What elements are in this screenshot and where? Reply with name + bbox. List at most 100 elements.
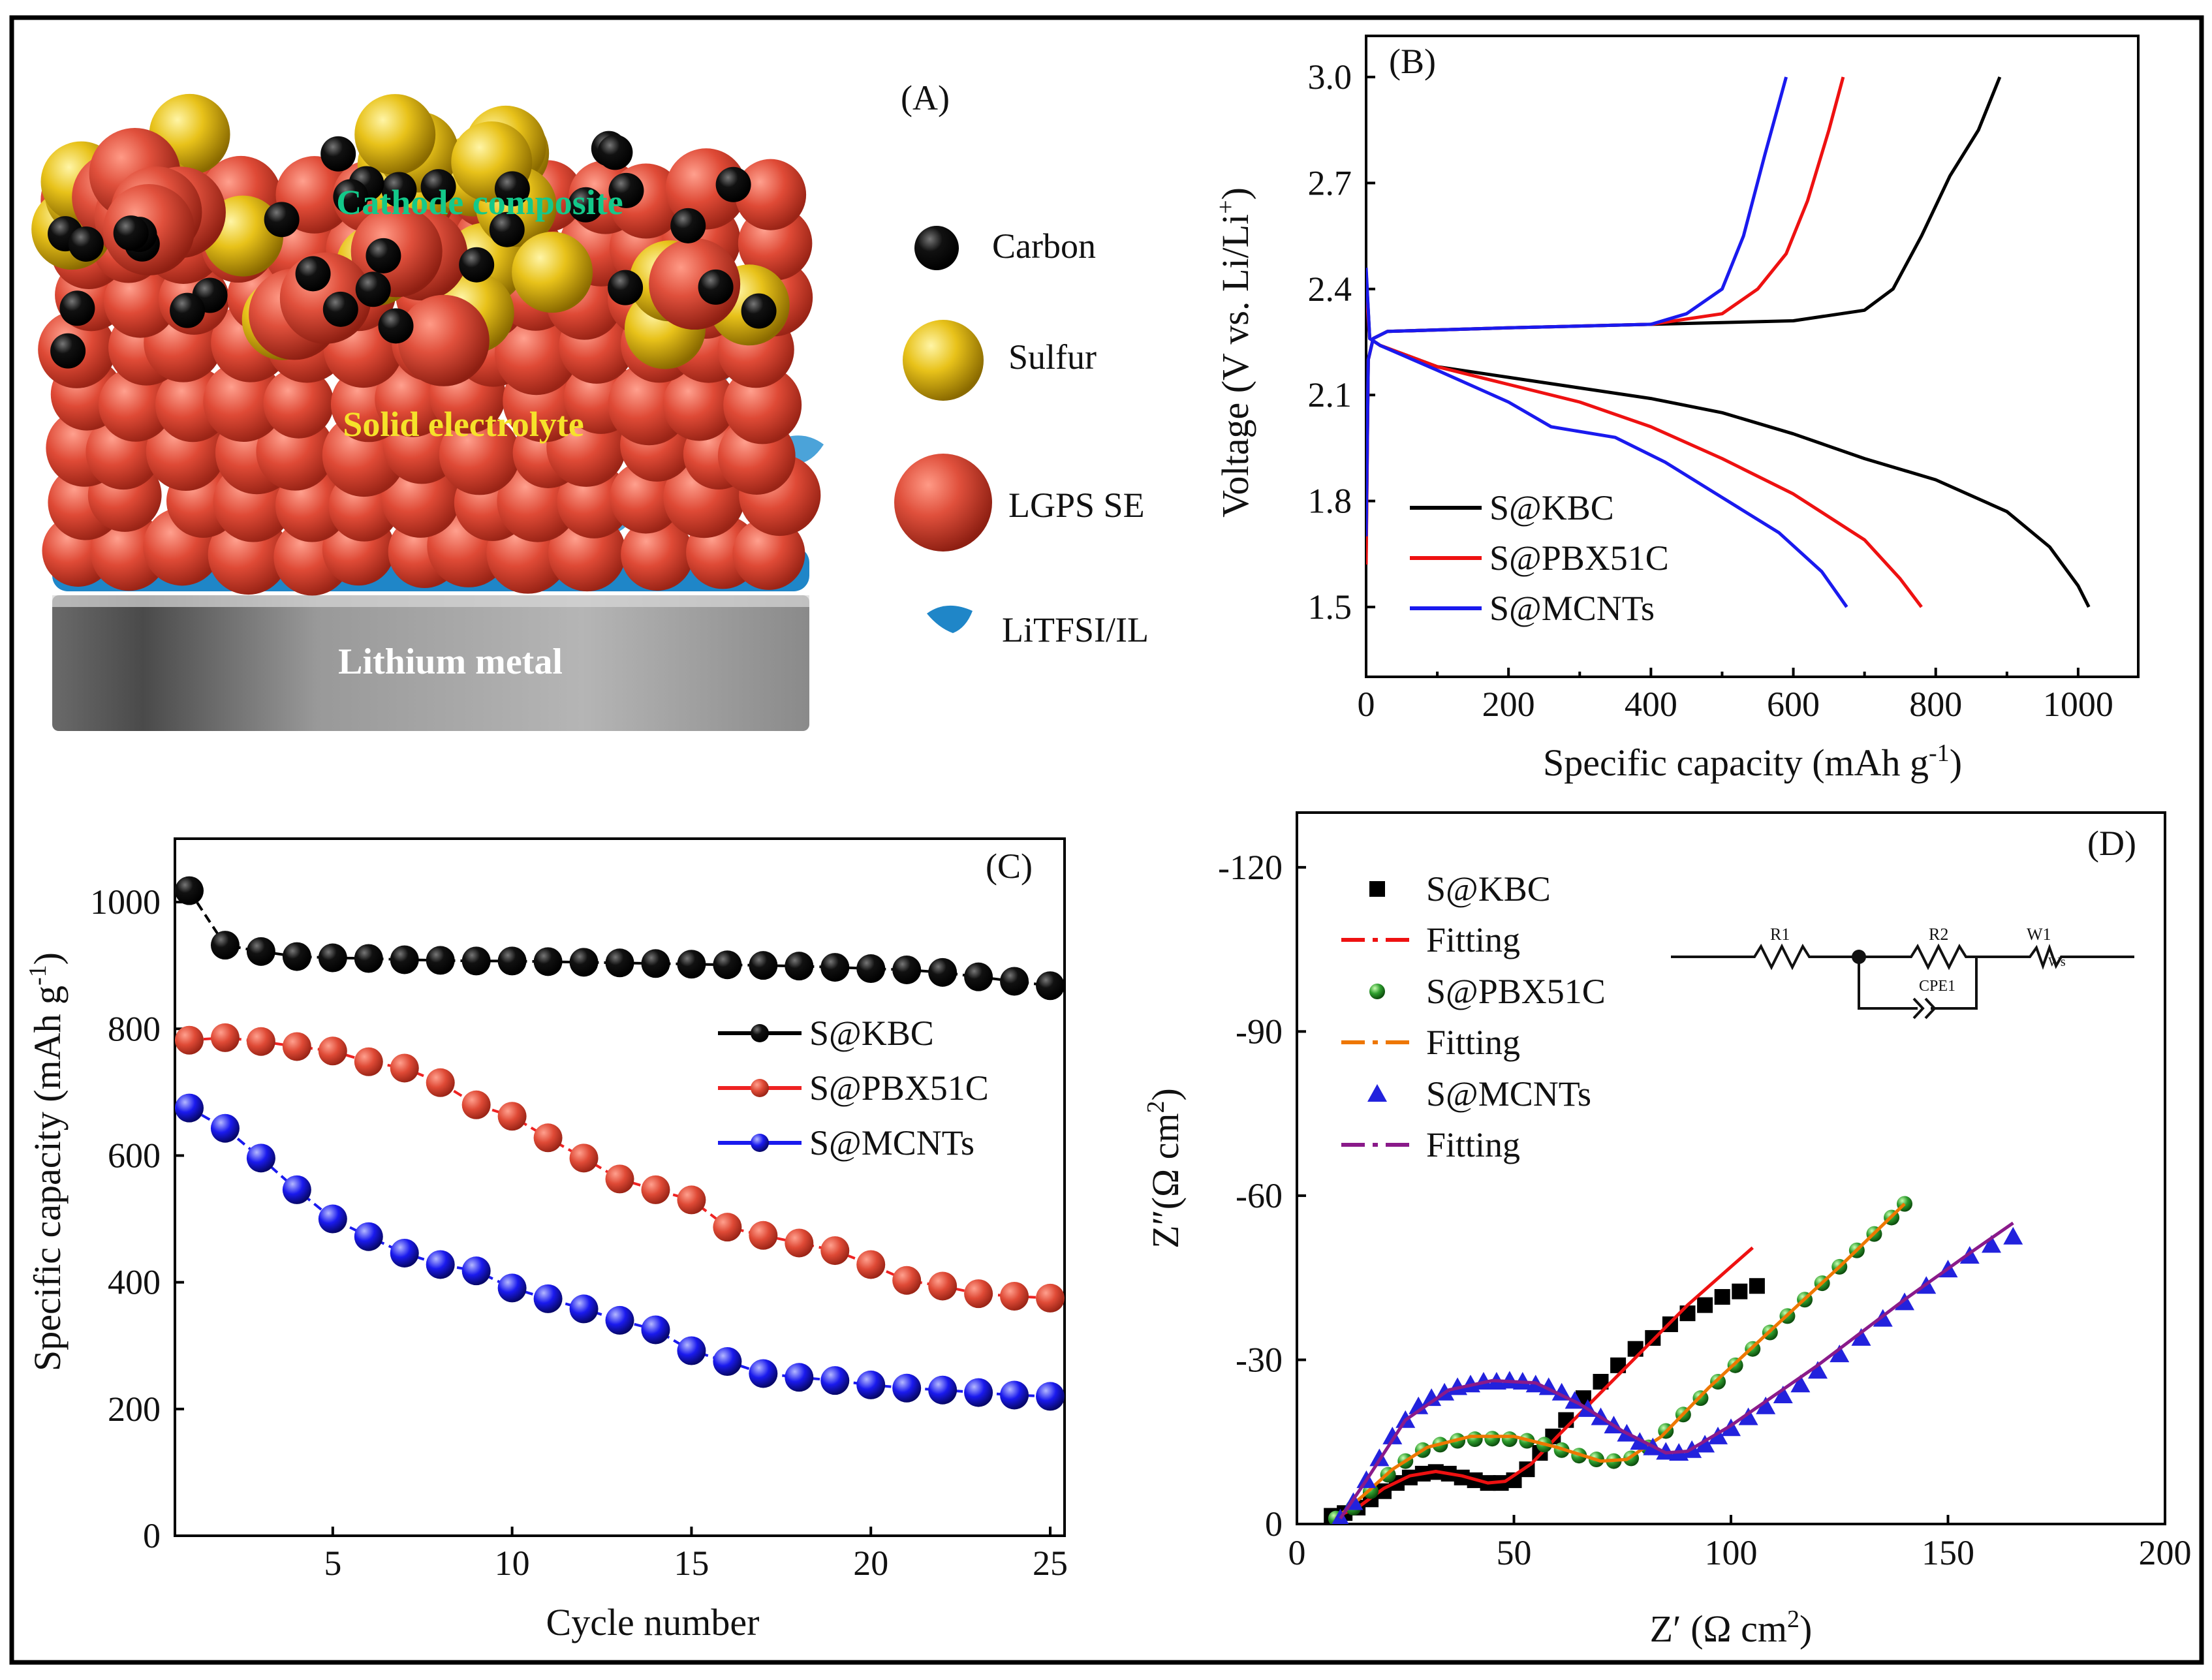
- carbon-particle: [489, 211, 525, 247]
- panel-d-legend-marker: [1367, 1084, 1387, 1102]
- panel-c-y-tick-label: 0: [143, 1516, 161, 1555]
- panel-c-s-pbx51c-point: [210, 1023, 240, 1052]
- cpe-symbol: [1912, 997, 1937, 1019]
- panel-d-y-axis-title: Z″(Ω cm2): [1142, 1088, 1187, 1249]
- panel-c-s-pbx51c-point: [713, 1213, 742, 1242]
- panel-b-legend: S@KBC S@PBX51C S@MCNTs: [1410, 488, 1669, 628]
- panel-d-s-mcnts-point: [1382, 1426, 1403, 1444]
- panel-b-x-tick-label: 200: [1482, 685, 1535, 724]
- panel-c-s-kbc-point: [426, 946, 455, 975]
- panel-c-legend-label: S@KBC: [809, 1014, 934, 1053]
- carbon-particle: [355, 272, 391, 307]
- carbon-particle: [698, 269, 734, 305]
- panel-c-y-tick-label: 800: [108, 1009, 161, 1048]
- carbon-particle: [608, 172, 644, 208]
- panel-c-s-kbc-point: [1036, 971, 1065, 1001]
- panel-c-s-mcnts-point: [282, 1175, 311, 1204]
- panel-c-s-pbx51c-point: [282, 1032, 311, 1061]
- cathode-composite-label: Cathode composite: [336, 183, 623, 222]
- circuit-r2-label: R2: [1929, 925, 1948, 944]
- panel-c-s-pbx51c-point: [892, 1266, 922, 1295]
- panel-d-s-mcnts-point: [1982, 1235, 2001, 1253]
- panel-d-ticks: 0 50 100 150 200 0 -30 -60 -90 -120: [1218, 848, 2191, 1572]
- legend-litfsi: LiTFSI/IL: [927, 605, 1149, 649]
- circuit-cpe1-label: CPE1: [1919, 978, 1955, 995]
- panel-c-y-tick-label: 1000: [90, 882, 161, 922]
- panel-c-s-pbx51c-point: [605, 1164, 634, 1194]
- panel-b-y-tick-label: 3.0: [1308, 57, 1352, 97]
- panel-b-x-tick-label: 1000: [2043, 685, 2113, 724]
- panel-d-s-mcnts-point: [1738, 1407, 1758, 1425]
- panel-b-x-axis-title: Specific capacity (mAh g-1): [1543, 739, 1962, 784]
- panel-c-s-kbc-point: [820, 953, 850, 982]
- panel-b-legend-label: S@KBC: [1489, 488, 1614, 527]
- carbon-particle: [59, 290, 95, 326]
- panel-d-legend-label: S@PBX51C: [1426, 972, 1606, 1011]
- panel-c-s-mcnts-point: [497, 1273, 527, 1303]
- blue-flake-icon: [927, 605, 973, 633]
- panel-d-legend-fit-label: Fitting: [1426, 1023, 1520, 1062]
- legend-sulfur: Sulfur: [903, 320, 1097, 401]
- panel-c-cycling: 5 10 15 20 25 0 200 400 600 800 1000 (C) S@KBC S@PB…: [24, 837, 1068, 1643]
- panel-b-plot-frame: [1365, 35, 2140, 678]
- panel-c-s-mcnts-point: [928, 1375, 958, 1405]
- panel-c-y-tick-label: 200: [108, 1390, 161, 1429]
- legend-sulfur-label: Sulfur: [1008, 337, 1097, 377]
- lgps-particle: [735, 159, 807, 230]
- panel-c-s-pbx51c-point: [569, 1143, 599, 1173]
- legend-carbon: Carbon: [914, 226, 1096, 270]
- panel-d-y-tick-label: -90: [1236, 1012, 1283, 1051]
- panel-c-s-kbc-point: [928, 957, 958, 987]
- panel-b-x-tick-label: 600: [1767, 685, 1820, 724]
- panel-c-s-pbx51c-point: [426, 1068, 455, 1097]
- panel-d-s-pbx51c-fit-line: [1335, 1202, 1906, 1520]
- equivalent-circuit: R1 R2 W1 Ws CPE1: [1671, 925, 2134, 1019]
- panel-c-s-mcnts-point: [892, 1373, 922, 1403]
- panel-c-s-mcnts-point: [318, 1204, 347, 1234]
- panel-c-s-mcnts-point: [677, 1336, 706, 1365]
- panel-d-s-mcnts-point: [1708, 1426, 1728, 1444]
- panel-d-s-kbc-point: [1714, 1289, 1730, 1305]
- panel-c-s-pbx51c-point: [1000, 1281, 1029, 1311]
- panel-c-legend: S@KBC S@PBX51C S@MCNTs: [718, 1014, 989, 1162]
- legend-litfsi-label: LiTFSI/IL: [1002, 610, 1149, 649]
- lgps-particle: [662, 367, 736, 441]
- panel-c-s-mcnts-point: [856, 1370, 886, 1399]
- panel-d-legend-marker: [1369, 881, 1385, 897]
- panel-c-s-kbc-point: [390, 945, 419, 974]
- carbon-particle: [322, 291, 358, 327]
- panel-c-y-tick-label: 400: [108, 1263, 161, 1302]
- panel-c-plot-frame: [174, 837, 1066, 1537]
- panel-c-s-kbc-point: [246, 937, 275, 966]
- panel-c-s-pbx51c-point: [641, 1175, 670, 1204]
- panel-c-s-kbc-point: [461, 946, 491, 976]
- panel-c-s-mcnts-point: [175, 1093, 204, 1123]
- panel-d-s-mcnts-point: [1851, 1328, 1871, 1346]
- carbon-particle: [381, 172, 417, 208]
- panel-c-x-tick-label: 25: [1033, 1544, 1068, 1583]
- panel-c-s-mcnts-point: [749, 1359, 778, 1388]
- lgps-particle: [621, 518, 694, 591]
- panel-c-s-pbx51c-point: [390, 1053, 419, 1083]
- yellow-sphere-icon: [903, 320, 984, 401]
- panel-c-s-pbx51c-point: [1036, 1283, 1065, 1313]
- carbon-particle: [50, 333, 86, 369]
- panel-d-s-mcnts-point: [1756, 1396, 1776, 1414]
- panel-d-data: [1324, 1196, 2023, 1524]
- solid-electrolyte-label: Solid electrolyte: [343, 405, 584, 444]
- panel-d-s-mcnts-point: [2003, 1226, 2023, 1245]
- panel-b-y-tick-label: 1.5: [1308, 587, 1352, 627]
- carbon-particle: [420, 169, 456, 205]
- circuit-r1-label: R1: [1770, 925, 1790, 944]
- panel-c-s-pbx51c-point: [749, 1221, 778, 1250]
- lgps-particle: [732, 517, 805, 590]
- sulfur-particle: [512, 232, 593, 313]
- panel-d-s-kbc-fit-line: [1331, 1246, 1754, 1520]
- panel-c-s-mcnts-point: [210, 1113, 240, 1143]
- panel-d-x-tick-label: 50: [1497, 1533, 1532, 1572]
- carbon-particle: [113, 215, 149, 251]
- panel-d-s-kbc-point: [1732, 1283, 1748, 1299]
- carbon-particle: [264, 202, 300, 238]
- panel-c-s-kbc-point: [964, 962, 993, 991]
